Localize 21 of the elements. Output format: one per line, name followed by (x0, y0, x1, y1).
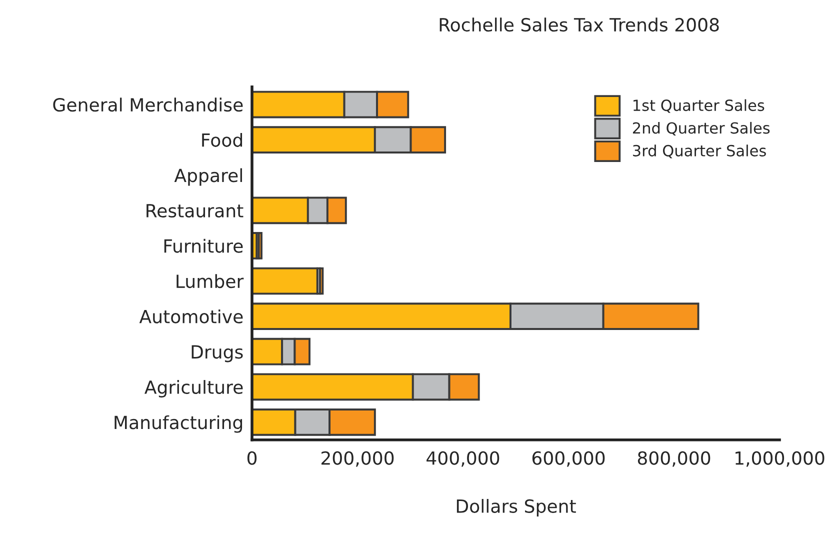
x-tick-label: 0 (247, 451, 257, 465)
legend-label: 2nd Quarter Sales (632, 122, 770, 136)
x-tick-label: 600,000 (532, 451, 605, 467)
x-tick-label: 200,000 (321, 451, 394, 467)
y-tick-label: Lumber (176, 274, 244, 288)
legend-label: 3rd Quarter Sales (633, 144, 766, 158)
x-tick-label: 800,000 (638, 451, 710, 467)
y-tick-label: Drugs (192, 345, 243, 362)
y-tick-label: Automotive (139, 309, 243, 324)
y-tick-label: Restaurant (146, 204, 244, 218)
x-axis-title: Dollars Spent (456, 498, 576, 516)
chart-title: Rochelle Sales Tax Trends 2008 (440, 18, 719, 32)
x-tick-label: 400,000 (426, 451, 500, 467)
x-tick-label: 1,000,000 (736, 451, 824, 467)
legend-label: 1st Quarter Sales (634, 99, 764, 113)
y-tick-label: Furniture (164, 238, 243, 253)
y-tick-label: Agriculture (144, 380, 243, 398)
y-tick-label: Food (202, 132, 242, 147)
y-tick-label: Apparel (174, 168, 242, 186)
y-tick-label: General Merchandise (53, 98, 243, 112)
y-tick-label: Manufacturing (114, 415, 242, 433)
